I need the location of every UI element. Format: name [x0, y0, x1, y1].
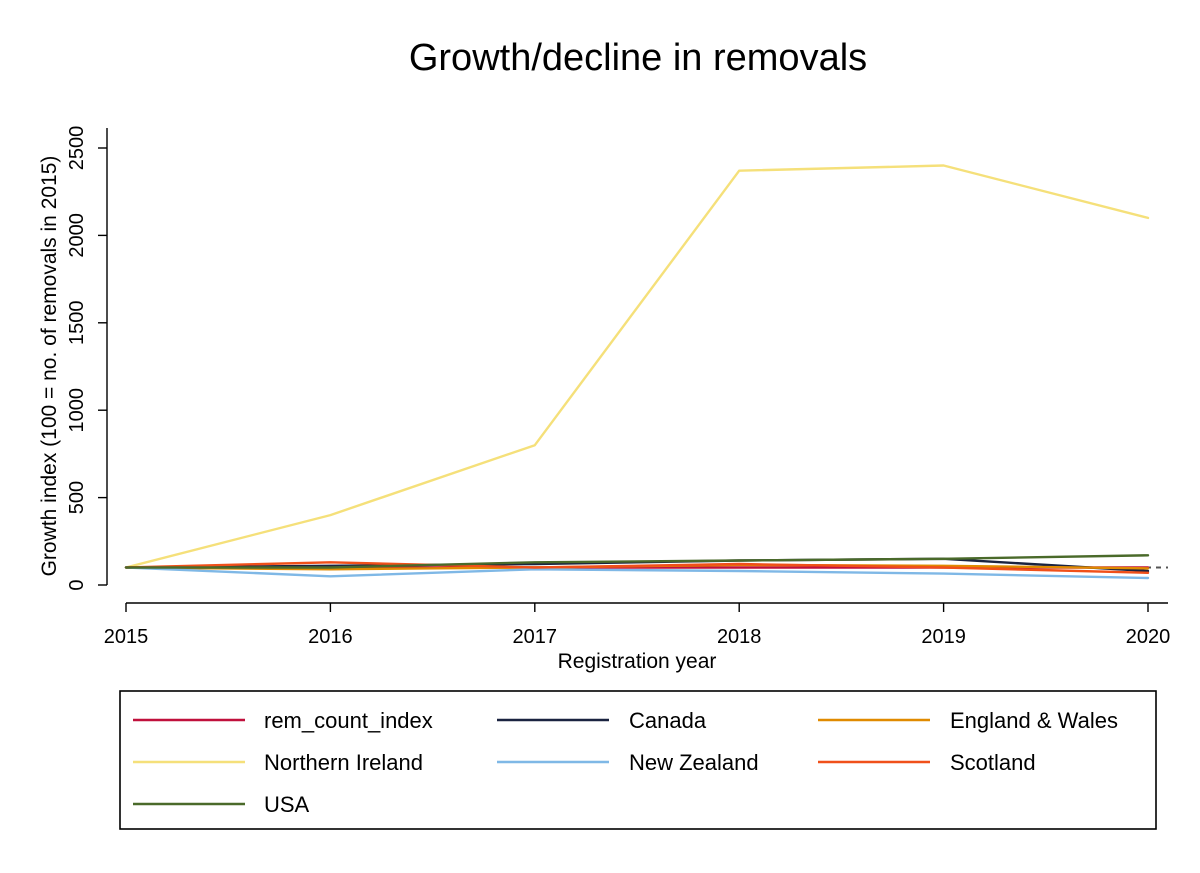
y-tick-label: 500	[66, 481, 88, 514]
y-tick-label: 2500	[66, 126, 88, 171]
x-tick-label: 2020	[1126, 626, 1171, 648]
chart-axes	[106, 128, 1168, 604]
legend-label: Canada	[629, 708, 707, 733]
series-line-northern-ireland	[124, 164, 1150, 569]
legend: rem_count_index Canada England & Wales Nort…	[119, 690, 1157, 830]
y-axis-label: Growth index (100 = no. of removals in 2…	[38, 156, 61, 577]
y-tick-label: 1000	[66, 388, 88, 433]
legend-box	[119, 690, 1157, 830]
legend-label: Scotland	[950, 750, 1036, 775]
x-tick-label: 2018	[717, 626, 762, 648]
series-line-usa	[124, 554, 1150, 569]
legend-label: England & Wales	[950, 708, 1118, 733]
y-tick-label: 1500	[66, 301, 88, 346]
legend-label: USA	[264, 792, 310, 817]
chart-title: Growth/decline in removals	[409, 37, 867, 79]
x-tick-label: 2017	[513, 626, 558, 648]
series-line-new-zealand	[124, 566, 1150, 580]
x-tick-label: 2019	[921, 626, 966, 648]
legend-label: rem_count_index	[264, 708, 433, 733]
series-lines	[124, 164, 1150, 580]
axis-ticks: 2015 2016 2017 2018 2019 2020 0 500 1000 1500 2000…	[66, 126, 1170, 648]
x-tick-label: 2015	[104, 626, 149, 648]
legend-label: Northern Ireland	[264, 750, 423, 775]
series-line-scotland	[124, 561, 1150, 574]
x-axis-label: Registration year	[558, 650, 717, 673]
y-tick-label: 0	[66, 579, 88, 590]
x-tick-label: 2016	[308, 626, 353, 648]
y-tick-label: 2000	[66, 213, 88, 258]
legend-label: New Zealand	[629, 750, 759, 775]
